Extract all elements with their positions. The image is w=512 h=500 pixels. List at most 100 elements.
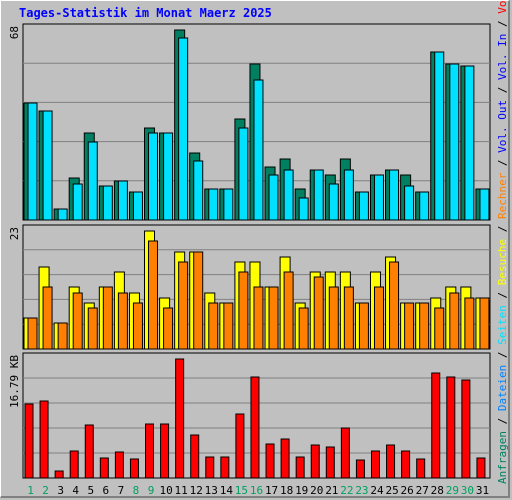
bar-rechner-day-28 [434,307,445,350]
bar-rechner-day-4 [72,292,83,350]
bar-rechner-day-25 [389,261,400,350]
x-tick-label-day-26: 26 [401,484,414,497]
bar-rechner-day-19 [298,307,309,350]
legend-entry: / [496,285,509,305]
bar-volumen-day-8 [129,458,139,479]
bar-rechner-day-26 [404,302,415,350]
bar-volumen-day-22 [340,427,350,479]
x-tick-label-day-6: 6 [103,484,110,497]
y-max-label: 23 [8,227,21,240]
legend-entry: Besuche [496,239,509,285]
bar-rechner-day-29 [449,292,460,350]
bar-rechner-day-5 [87,307,98,350]
x-tick-label-day-12: 12 [190,484,203,497]
x-tick-label-day-31: 31 [476,484,489,497]
bar-rechner-day-20 [313,276,324,350]
bar-volumen-day-16 [250,376,260,479]
bar-volumen-day-27 [416,458,426,479]
bar-volumen-day-12 [190,434,200,479]
x-tick-label-day-2: 2 [42,484,49,497]
bar-seiten-day-13 [208,188,219,221]
bar-volumen-day-29 [446,376,456,479]
bar-volumen-day-19 [295,456,305,479]
x-tick-label-day-19: 19 [295,484,308,497]
x-tick-label-day-16: 16 [250,484,263,497]
bar-volumen-day-5 [84,424,94,479]
bar-rechner-day-13 [208,302,219,350]
bar-volumen-day-24 [370,450,380,479]
chart-title: Tages-Statistik im Monat Maerz 2025 [19,6,272,20]
bar-volumen-day-4 [69,450,79,479]
bar-seiten-day-4 [72,183,83,221]
x-tick-label-day-3: 3 [57,484,64,497]
legend-entry: Seiten [496,305,509,345]
bar-volumen-day-31 [476,457,486,479]
bar-rechner-day-15 [238,271,249,350]
bar-seiten-day-17 [268,174,279,221]
x-tick-label-day-1: 1 [27,484,34,497]
bar-seiten-day-23 [358,191,369,221]
bar-volumen-day-7 [114,451,124,479]
bar-volumen-day-17 [265,443,275,479]
bar-rechner-day-1 [27,317,38,350]
right-legend: Anfragen / Dateien / Seiten / Besuche / … [496,0,509,484]
x-tick-label-day-27: 27 [416,484,429,497]
bar-seiten-day-10 [163,132,174,221]
x-tick-label-day-23: 23 [355,484,368,497]
x-tick-label-day-7: 7 [118,484,125,497]
bar-rechner-day-10 [163,307,174,350]
bar-rechner-day-17 [268,286,279,350]
bar-rechner-day-7 [117,292,128,350]
bar-rechner-day-2 [42,286,53,350]
bar-rechner-day-18 [283,271,294,350]
bar-seiten-day-15 [238,127,249,221]
legend-entry: / [496,219,509,239]
x-tick-label-day-14: 14 [220,484,234,497]
legend-entry: / [496,14,509,34]
legend-entry: Vol. In [496,34,509,80]
bar-volumen-day-3 [54,470,64,479]
y-max-label: 68 [8,26,21,39]
bar-seiten-day-30 [464,65,475,221]
bar-seiten-day-25 [389,169,400,221]
bar-rechner-day-21 [328,286,339,350]
bar-volumen-day-21 [325,446,335,479]
bar-rechner-day-23 [358,302,369,350]
bar-rechner-day-24 [373,286,384,350]
bar-seiten-day-21 [328,183,339,221]
bar-seiten-day-26 [404,185,415,221]
bar-seiten-day-2 [42,110,53,221]
bar-seiten-day-22 [343,169,354,221]
x-tick-label-day-9: 9 [148,484,155,497]
bar-seiten-day-29 [449,63,460,221]
x-tick-label-day-29: 29 [446,484,459,497]
bar-volumen-day-1 [24,403,34,479]
bar-seiten-day-24 [373,174,384,221]
legend-entry: / [496,153,509,173]
x-tick-label-day-13: 13 [205,484,218,497]
bar-seiten-day-31 [479,188,490,221]
bar-rechner-day-8 [132,302,143,350]
bar-seiten-day-20 [313,169,324,221]
bar-volumen-day-26 [401,450,411,479]
bar-seiten-day-7 [117,180,128,221]
bar-volumen-day-20 [310,444,320,479]
x-tick-label-day-4: 4 [72,484,79,497]
bar-rechner-day-16 [253,286,264,350]
bar-volumen-day-18 [280,438,290,479]
x-tick-label-day-24: 24 [370,484,384,497]
bar-seiten-day-8 [132,191,143,221]
bar-seiten-day-11 [178,37,189,221]
legend-entry: / [496,411,509,431]
bar-seiten-day-12 [193,160,204,221]
legend-entry: Volumen [496,0,509,14]
bar-seiten-day-9 [148,132,159,221]
bar-rechner-day-12 [193,251,204,350]
bar-volumen-day-15 [235,413,245,479]
bar-seiten-day-1 [27,102,38,221]
bar-seiten-day-27 [419,191,430,221]
bar-rechner-day-11 [178,261,189,350]
x-tick-label-day-21: 21 [325,484,338,497]
